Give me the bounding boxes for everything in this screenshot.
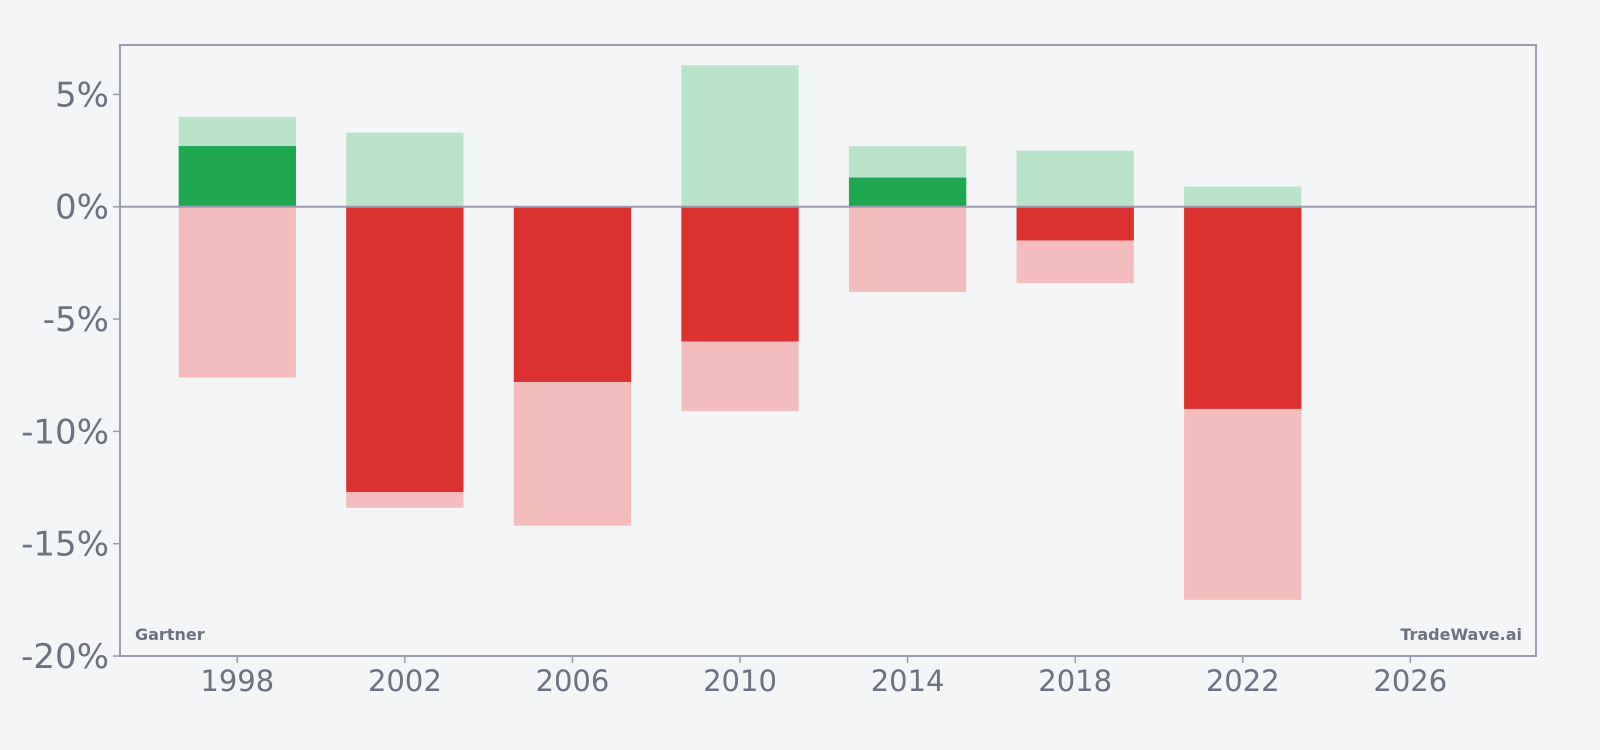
bar-range-lower-2014 <box>848 206 967 293</box>
y-tick-label: 0% <box>55 188 109 228</box>
y-tick-label: 5% <box>55 75 109 115</box>
bar-value-negative-2010 <box>681 206 799 342</box>
x-tick-label: 2010 <box>703 664 777 698</box>
bar-value-positive-1998 <box>178 146 296 207</box>
y-tick-label: -20% <box>21 637 109 677</box>
bar-range-upper-2018 <box>1016 150 1134 207</box>
x-tick-label: 2022 <box>1206 664 1280 698</box>
x-tick-label: 2026 <box>1373 664 1447 698</box>
source-label-right: TradeWave.ai <box>1400 625 1522 644</box>
x-axis: 1998 2002 2006 2010 2014 2018 2022 2026 <box>200 656 1447 698</box>
x-tick-label: 2006 <box>536 664 610 698</box>
x-tick-label: 2014 <box>871 664 945 698</box>
bars-layer <box>178 65 1302 600</box>
bar-value-negative-2002 <box>346 206 464 493</box>
bar-range-upper-2010 <box>681 65 799 207</box>
y-tick-label: -5% <box>43 300 109 340</box>
x-tick-label: 2002 <box>368 664 442 698</box>
bar-value-negative-2018 <box>1016 206 1134 241</box>
bar-range-upper-2022 <box>1184 186 1302 207</box>
bar-value-positive-2014 <box>848 177 967 207</box>
y-tick-label: -10% <box>21 412 109 452</box>
x-tick-label: 2018 <box>1038 664 1112 698</box>
bar-value-negative-2006 <box>513 206 632 382</box>
source-label-left: Gartner <box>135 625 205 644</box>
x-tick-label: 1998 <box>200 664 274 698</box>
y-tick-label: -15% <box>21 525 109 565</box>
y-axis: 5% 0% -5% -10% -15% -20% <box>21 75 120 677</box>
bar-range-upper-2002 <box>346 132 464 207</box>
bar-range-lower-1998 <box>178 206 296 378</box>
bar-value-negative-2022 <box>1184 206 1302 409</box>
plot-frame <box>119 44 1537 657</box>
